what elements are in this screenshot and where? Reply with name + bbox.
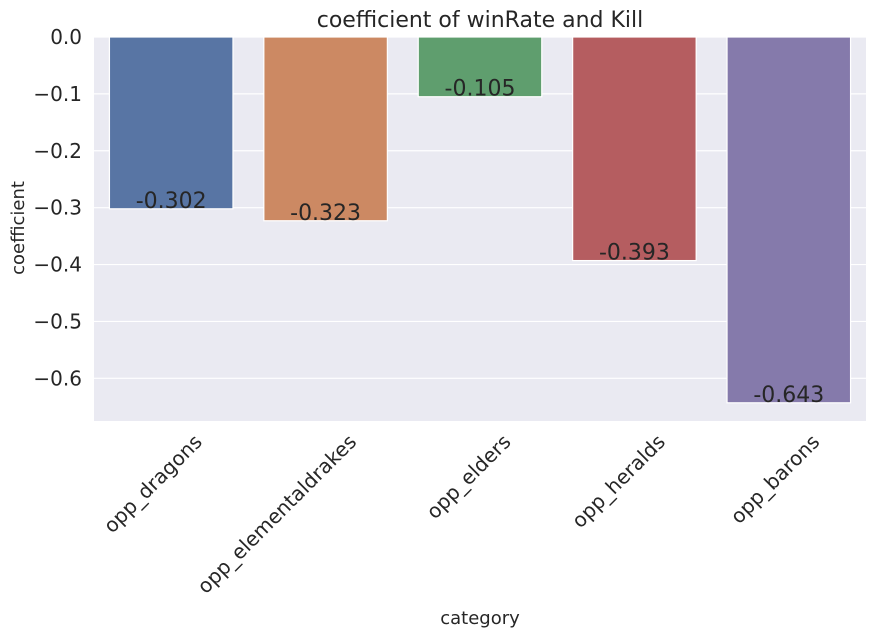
data-label-opp_heralds: -0.393 xyxy=(599,241,670,266)
data-label-opp_dragons: -0.302 xyxy=(136,189,207,214)
y-tick-label: −0.6 xyxy=(33,366,82,390)
y-axis-ticks: 0.0 −0.1 −0.2 −0.3 −0.4 −0.5 −0.6 xyxy=(33,25,82,390)
x-tick-label-opp_elementaldrakes: opp_elementaldrakes xyxy=(192,430,361,599)
y-tick-label: −0.5 xyxy=(33,309,82,333)
x-tick-label-opp_elders: opp_elders xyxy=(421,430,515,524)
x-tick-label-opp_dragons: opp_dragons xyxy=(99,430,207,538)
y-tick-label: 0.0 xyxy=(50,25,82,49)
x-tick-label-opp_heralds: opp_heralds xyxy=(567,430,670,533)
bar-opp_barons xyxy=(726,36,852,404)
y-tick-label: −0.2 xyxy=(33,139,82,163)
bar-opp_elders xyxy=(417,36,543,98)
chart-title: coefficient of winRate and Kill xyxy=(317,8,644,33)
data-label-opp_elementaldrakes: -0.323 xyxy=(290,201,361,226)
bar-opp_dragons xyxy=(108,36,234,210)
y-tick-label: −0.1 xyxy=(33,82,82,106)
y-tick-label: −0.3 xyxy=(33,196,82,220)
x-tick-label-opp_barons: opp_barons xyxy=(726,430,825,529)
bar-opp_heralds xyxy=(572,36,697,262)
data-label-opp_barons: -0.643 xyxy=(753,383,824,408)
data-labels: -0.302 -0.323 -0.105 -0.393 -0.643 xyxy=(136,77,825,408)
bars xyxy=(108,36,852,404)
data-label-opp_elders: -0.105 xyxy=(445,77,516,102)
y-axis-label: coefficient xyxy=(8,181,29,275)
bar-opp_elementaldrakes xyxy=(263,36,388,222)
y-tick-label: −0.4 xyxy=(33,253,82,277)
x-axis-label: category xyxy=(440,608,520,629)
